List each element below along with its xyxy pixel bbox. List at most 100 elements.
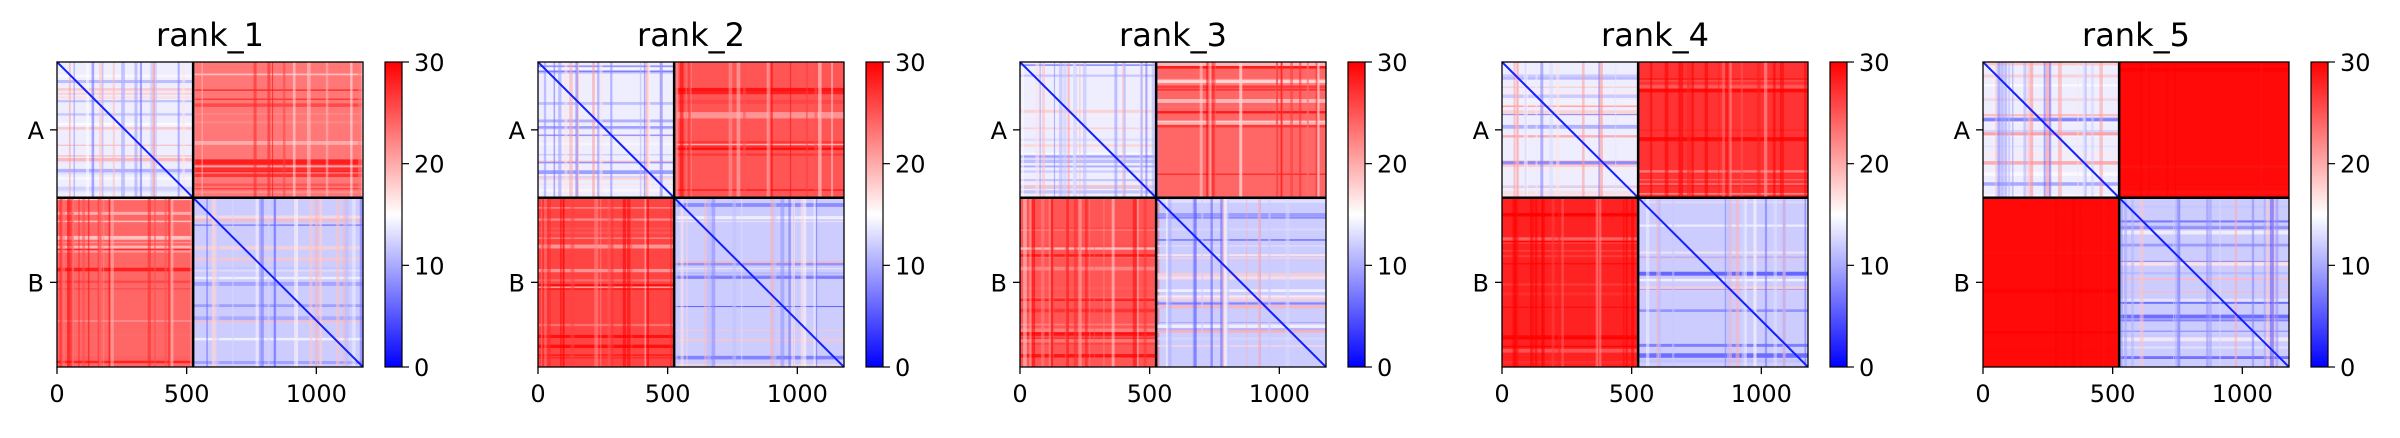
stripe <box>1020 64 1157 66</box>
stripe <box>1156 327 1326 332</box>
stripe <box>1664 62 1669 198</box>
stripe <box>685 62 688 198</box>
stripe <box>674 90 844 95</box>
stripe <box>1995 62 1998 198</box>
stripe <box>772 197 777 367</box>
colorbar-tick-label: 20 <box>414 151 445 179</box>
stripe <box>1638 286 1808 290</box>
stripe <box>164 197 168 367</box>
stripe <box>1020 159 1157 164</box>
stripe <box>1657 197 1661 367</box>
stripe <box>344 197 349 367</box>
stripe <box>193 120 363 124</box>
stripe <box>679 62 684 198</box>
colorbar-tick-label: 30 <box>1377 49 1408 77</box>
stripe <box>2174 62 2177 198</box>
stripe <box>1595 197 1599 367</box>
stripe <box>1020 229 1157 231</box>
stripe <box>670 197 672 367</box>
stripe <box>2251 197 2255 367</box>
stripe <box>2119 68 2289 73</box>
stripe <box>538 231 675 234</box>
stripe <box>686 197 688 367</box>
stripe <box>1502 94 1639 98</box>
stripe <box>2119 337 2289 342</box>
heatmap <box>538 62 844 367</box>
stripe <box>273 197 277 367</box>
stripe <box>2119 227 2289 230</box>
stripe <box>538 207 675 209</box>
stripe <box>1206 62 1211 198</box>
panel-rank-1: rank_1 A B 0 500 1000 0 10 20 30 <box>28 16 445 408</box>
stripe <box>177 62 180 198</box>
panel-rank-3: rank_3 A B 0 500 1000 0 10 20 30 <box>991 16 1408 408</box>
stripe <box>1558 197 1561 367</box>
stripe <box>1145 62 1148 198</box>
stripe <box>57 186 194 191</box>
stripe <box>193 337 363 341</box>
stripe <box>674 275 844 278</box>
stripe <box>1073 197 1078 367</box>
x-tick-label: 500 <box>645 380 691 408</box>
stripe <box>1983 331 2120 334</box>
stripe <box>193 245 363 250</box>
x-tick-label: 0 <box>1975 380 1990 408</box>
stripe <box>57 88 194 91</box>
stripe <box>1156 245 1326 247</box>
stripe <box>57 144 194 146</box>
stripe <box>1020 165 1157 168</box>
stripe <box>1540 62 1544 198</box>
stripe <box>57 280 194 283</box>
stripe <box>193 183 363 186</box>
stripe <box>193 170 363 173</box>
stripe <box>1650 62 1653 198</box>
stripe <box>2234 197 2238 367</box>
stripe <box>1156 216 1326 219</box>
stripe <box>1656 197 1659 367</box>
stripe <box>1020 152 1157 156</box>
stripe <box>1638 343 1808 347</box>
stripe <box>78 197 80 367</box>
stripe <box>771 62 773 198</box>
stripe <box>1638 251 1808 254</box>
stripe <box>674 262 844 266</box>
colorbar-tick-label: 30 <box>414 49 445 77</box>
stripe <box>1741 197 1745 367</box>
stripe <box>2071 197 2076 367</box>
x-tick-label: 500 <box>164 380 210 408</box>
stripe <box>599 62 603 198</box>
stripe <box>674 330 844 332</box>
stripe <box>57 173 194 175</box>
stripe <box>1285 197 1290 367</box>
stripe <box>1502 91 1639 95</box>
stripe <box>193 189 363 194</box>
stripe <box>2119 278 2289 281</box>
colorbar-gradient <box>1347 61 1366 368</box>
stripe <box>538 183 675 185</box>
stripe <box>1804 197 1807 367</box>
stripe <box>1122 62 1125 198</box>
stripe <box>1502 167 1639 170</box>
stripe <box>1156 257 1326 260</box>
stripe <box>541 197 543 367</box>
stripe <box>57 245 194 250</box>
stripe <box>819 62 822 198</box>
stripe <box>1156 200 1326 203</box>
panel-rank-2: rank_2 A B 0 500 1000 0 10 20 30 <box>509 16 926 408</box>
stripe <box>2124 197 2128 367</box>
stripe <box>538 176 675 178</box>
stripe <box>815 197 818 367</box>
heatmap <box>57 62 363 367</box>
stripe <box>1156 254 1326 257</box>
stripe <box>1638 288 1808 290</box>
block-B_A <box>1502 197 1639 367</box>
stripe <box>1156 302 1326 305</box>
colorbar-gradient <box>1829 61 1848 368</box>
stripe <box>2206 197 2209 367</box>
stripe <box>1764 197 1768 367</box>
stripe <box>57 157 194 162</box>
stripe <box>2119 220 2289 223</box>
diagonal <box>538 62 844 367</box>
stripe <box>260 197 264 367</box>
stripe <box>674 363 844 366</box>
